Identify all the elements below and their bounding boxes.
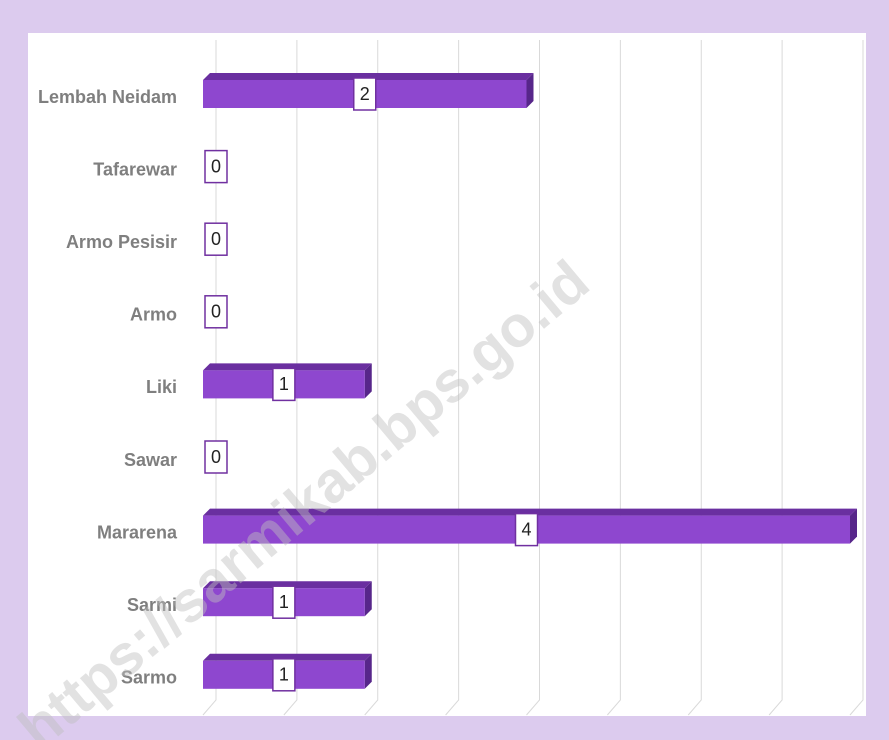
value-label-box — [514, 512, 539, 547]
value-label-box — [353, 77, 377, 111]
bar-side — [526, 73, 534, 108]
value-label: 0 — [211, 302, 221, 322]
y-tick-label: Lembah Neidam — [38, 87, 177, 107]
value-label: 0 — [211, 156, 221, 176]
bar-top — [203, 363, 372, 371]
grid-line — [687, 40, 702, 716]
grid-line — [849, 40, 864, 716]
bar-top — [203, 653, 372, 661]
value-label: 2 — [360, 84, 370, 104]
grid-line — [526, 40, 540, 716]
value-label-box — [204, 149, 228, 184]
y-tick-label: Armo — [130, 305, 177, 325]
value-label-box — [272, 585, 296, 619]
bar-top — [203, 581, 372, 589]
value-label-box — [204, 295, 228, 329]
value-label: 1 — [279, 374, 289, 394]
bar-side — [850, 508, 857, 544]
y-tick-label: Mararena — [97, 522, 178, 542]
y-tick-label: Sarmi — [127, 595, 177, 615]
value-label: 0 — [211, 229, 221, 249]
panel — [28, 33, 866, 716]
grid-line — [364, 40, 379, 716]
bar-top — [203, 73, 534, 80]
value-label-box — [272, 658, 296, 692]
grid-line — [445, 40, 460, 716]
grid-line — [606, 40, 621, 716]
y-tick-label: Liki — [146, 377, 177, 397]
value-label: 4 — [521, 519, 531, 539]
grid-line — [202, 40, 217, 716]
value-label-box — [204, 222, 228, 256]
bar-side — [364, 363, 372, 399]
value-label-box — [272, 367, 296, 402]
value-label: 1 — [279, 665, 289, 685]
grid-line — [283, 40, 298, 716]
bar-top — [203, 508, 857, 516]
y-tick-label: Armo Pesisir — [66, 232, 177, 252]
y-tick-label: Sarmo — [121, 668, 177, 688]
grid-line — [768, 40, 783, 716]
value-label: 0 — [211, 447, 221, 467]
y-tick-label: Tafarewar — [93, 159, 177, 179]
value-label-box — [204, 440, 228, 474]
bar-side — [364, 653, 372, 689]
value-label: 1 — [279, 592, 289, 612]
bar-side — [364, 581, 372, 617]
y-tick-label: Sawar — [124, 450, 177, 470]
